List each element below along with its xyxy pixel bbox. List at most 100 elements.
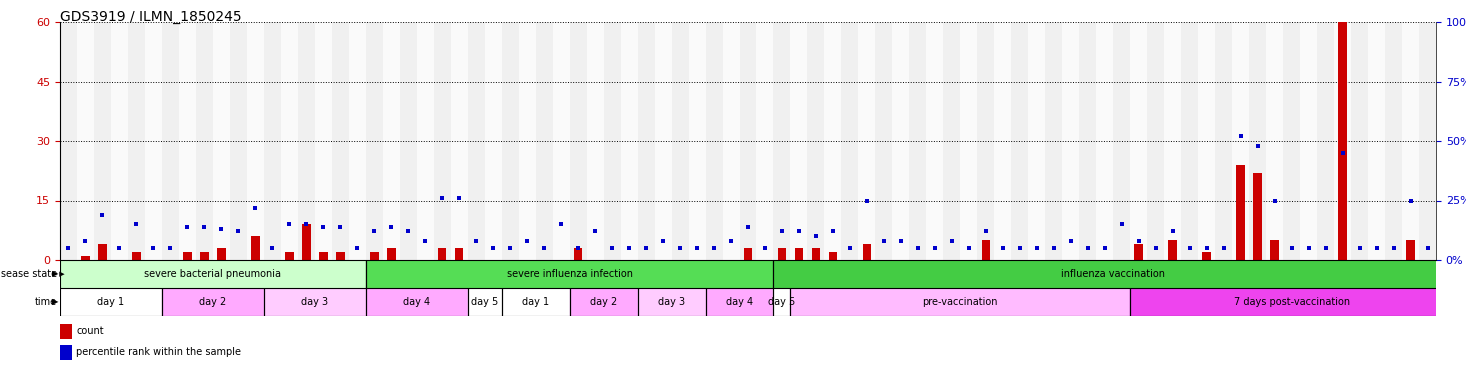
Bar (1401, 22, 1419, 260)
Bar (1231, 22, 1249, 260)
Bar (1063, 22, 1079, 260)
Bar (1045, 22, 1063, 260)
Bar (1164, 22, 1182, 260)
Bar (60, 22, 78, 260)
Bar (81, 256, 89, 260)
Text: severe influenza infection: severe influenza infection (507, 269, 633, 279)
Bar (366, 260, 774, 288)
Text: day 5: day 5 (471, 297, 498, 307)
Bar (756, 22, 774, 260)
Text: ▶: ▶ (51, 298, 59, 306)
Text: influenza vaccination: influenza vaccination (1061, 269, 1165, 279)
Bar (298, 22, 315, 260)
Text: ▶: ▶ (51, 270, 59, 278)
Bar (960, 22, 978, 260)
Bar (705, 22, 723, 260)
Bar (434, 22, 450, 260)
Bar (927, 22, 943, 260)
Bar (1198, 22, 1215, 260)
Bar (671, 22, 689, 260)
Bar (201, 252, 208, 260)
Text: day 2: day 2 (199, 297, 227, 307)
Bar (604, 22, 620, 260)
Bar (1300, 22, 1316, 260)
Bar (943, 22, 960, 260)
Bar (383, 22, 400, 260)
Bar (570, 22, 586, 260)
Bar (893, 22, 909, 260)
Bar (841, 22, 859, 260)
Bar (824, 22, 841, 260)
Bar (369, 252, 378, 260)
Bar (183, 252, 192, 260)
Bar (812, 248, 819, 260)
Bar (161, 288, 264, 316)
Bar (743, 248, 752, 260)
Bar (994, 22, 1012, 260)
Text: day 2: day 2 (589, 297, 617, 307)
Bar (366, 288, 468, 316)
Bar (213, 22, 230, 260)
Text: ▶: ▶ (57, 271, 65, 277)
Bar (638, 22, 654, 260)
Bar (790, 288, 1130, 316)
Bar (1352, 22, 1368, 260)
Bar (828, 252, 837, 260)
Bar (790, 22, 808, 260)
Bar (1113, 22, 1130, 260)
Bar (1406, 240, 1415, 260)
Bar (1253, 173, 1262, 260)
Bar (501, 288, 570, 316)
Bar (450, 22, 468, 260)
Bar (1130, 288, 1453, 316)
Bar (982, 240, 990, 260)
Bar (1267, 22, 1283, 260)
Text: percentile rank within the sample: percentile rank within the sample (76, 348, 240, 358)
Text: day 3: day 3 (301, 297, 328, 307)
Bar (438, 248, 447, 260)
Bar (1028, 22, 1045, 260)
Bar (132, 252, 141, 260)
Bar (1368, 22, 1385, 260)
Bar (1135, 244, 1143, 260)
Bar (1079, 22, 1097, 260)
Bar (366, 22, 383, 260)
Bar (1236, 165, 1245, 260)
Bar (468, 22, 485, 260)
Bar (179, 22, 196, 260)
Bar (1168, 240, 1177, 260)
Bar (331, 22, 349, 260)
Text: GDS3919 / ILMN_1850245: GDS3919 / ILMN_1850245 (60, 10, 242, 24)
Bar (909, 22, 927, 260)
Bar (145, 22, 161, 260)
Bar (217, 248, 226, 260)
Bar (468, 288, 501, 316)
Bar (586, 22, 604, 260)
Bar (1271, 240, 1278, 260)
Text: day 4: day 4 (726, 297, 754, 307)
Bar (60, 260, 366, 288)
Bar (573, 248, 582, 260)
Bar (281, 22, 298, 260)
Bar (94, 22, 111, 260)
Bar (128, 22, 145, 260)
Bar (161, 22, 179, 260)
Bar (111, 22, 128, 260)
Bar (808, 22, 824, 260)
Bar (246, 22, 264, 260)
Bar (1012, 22, 1028, 260)
Bar (60, 288, 161, 316)
Bar (774, 288, 790, 316)
Bar (774, 260, 1453, 288)
Bar (1182, 22, 1198, 260)
Bar (859, 22, 875, 260)
Bar (264, 22, 281, 260)
Bar (336, 252, 345, 260)
Text: count: count (76, 326, 104, 336)
Bar (1202, 252, 1211, 260)
Bar (1283, 22, 1300, 260)
Bar (570, 288, 638, 316)
Bar (315, 22, 331, 260)
Bar (519, 22, 535, 260)
Bar (400, 22, 416, 260)
